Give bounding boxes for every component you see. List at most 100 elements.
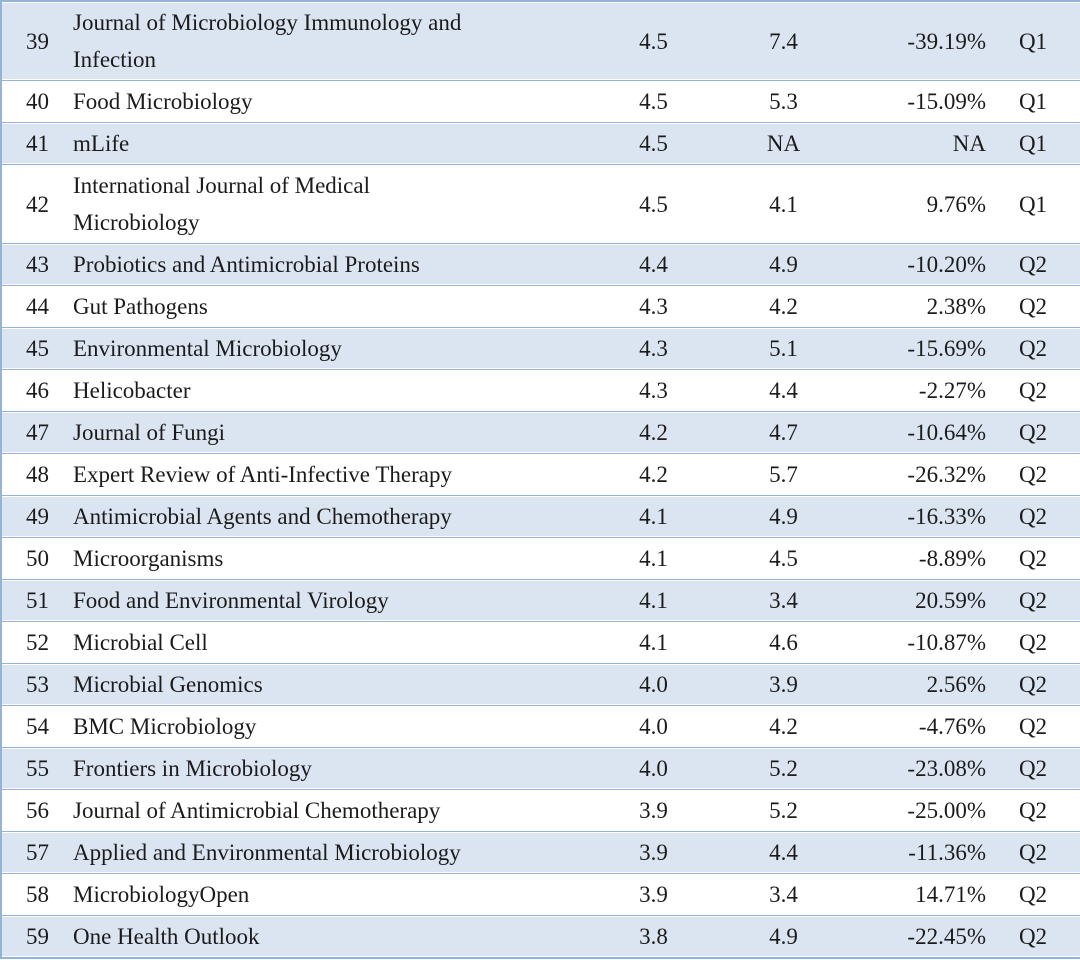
- value2-cell: 4.1: [701, 164, 866, 244]
- quartile-cell: Q2: [986, 873, 1080, 916]
- value1-cell: 4.4: [606, 243, 701, 286]
- table-row: 55 Frontiers in Microbiology 4.0 5.2 -23.08%…: [1, 747, 1080, 790]
- value1-cell: 4.1: [606, 495, 701, 538]
- quartile-cell: Q1: [986, 0, 1080, 81]
- value1-cell: 4.0: [606, 663, 701, 706]
- change-cell: -39.19%: [866, 0, 986, 81]
- value2-cell: 5.7: [701, 453, 866, 496]
- change-cell: -8.89%: [866, 537, 986, 580]
- rank-cell: 51: [1, 579, 73, 622]
- change-cell: -16.33%: [866, 495, 986, 538]
- value1-cell: 4.1: [606, 621, 701, 664]
- change-cell: -25.00%: [866, 789, 986, 832]
- change-cell: -10.20%: [866, 243, 986, 286]
- value1-cell: 4.5: [606, 164, 701, 244]
- change-cell: 14.71%: [866, 873, 986, 916]
- change-cell: -15.09%: [866, 80, 986, 123]
- value2-cell: 4.2: [701, 285, 866, 328]
- table-row: 44 Gut Pathogens 4.3 4.2 2.38% Q2: [1, 285, 1080, 328]
- journal-name-cell: Journal of Microbiology Immunology and I…: [73, 0, 606, 81]
- value2-cell: 4.9: [701, 495, 866, 538]
- change-cell: NA: [866, 122, 986, 165]
- quartile-cell: Q2: [986, 453, 1080, 496]
- value1-cell: 3.9: [606, 789, 701, 832]
- change-cell: -26.32%: [866, 453, 986, 496]
- table-row: 59 One Health Outlook 3.8 4.9 -22.45% Q2: [1, 915, 1080, 959]
- rank-cell: 44: [1, 285, 73, 328]
- rank-cell: 39: [1, 0, 73, 81]
- change-cell: 2.56%: [866, 663, 986, 706]
- quartile-cell: Q2: [986, 747, 1080, 790]
- table-row: 52 Microbial Cell 4.1 4.6 -10.87% Q2: [1, 621, 1080, 664]
- value1-cell: 4.2: [606, 453, 701, 496]
- journal-name-cell: Helicobacter: [73, 369, 606, 412]
- journal-name-cell: Environmental Microbiology: [73, 327, 606, 370]
- table-row: 43 Probiotics and Antimicrobial Proteins 4…: [1, 243, 1080, 286]
- value2-cell: 3.4: [701, 873, 866, 916]
- change-cell: 20.59%: [866, 579, 986, 622]
- quartile-cell: Q2: [986, 663, 1080, 706]
- rank-cell: 58: [1, 873, 73, 916]
- journal-name-cell: BMC Microbiology: [73, 705, 606, 748]
- quartile-cell: Q2: [986, 579, 1080, 622]
- journal-name-cell: Journal of Antimicrobial Chemotherapy: [73, 789, 606, 832]
- quartile-cell: Q2: [986, 621, 1080, 664]
- table-row: 51 Food and Environmental Virology 4.1 3.4 2…: [1, 579, 1080, 622]
- rank-cell: 41: [1, 122, 73, 165]
- value2-cell: 5.2: [701, 747, 866, 790]
- table-row: 46 Helicobacter 4.3 4.4 -2.27% Q2: [1, 369, 1080, 412]
- quartile-cell: Q2: [986, 411, 1080, 454]
- value2-cell: 4.4: [701, 369, 866, 412]
- table-row: 57 Applied and Environmental Microbiology…: [1, 831, 1080, 874]
- value1-cell: 4.2: [606, 411, 701, 454]
- quartile-cell: Q1: [986, 122, 1080, 165]
- rank-cell: 53: [1, 663, 73, 706]
- quartile-cell: Q2: [986, 285, 1080, 328]
- value2-cell: 5.2: [701, 789, 866, 832]
- table-row: 56 Journal of Antimicrobial Chemotherapy 3…: [1, 789, 1080, 832]
- quartile-cell: Q2: [986, 495, 1080, 538]
- value1-cell: 4.5: [606, 122, 701, 165]
- rank-cell: 50: [1, 537, 73, 580]
- quartile-cell: Q2: [986, 369, 1080, 412]
- value1-cell: 4.1: [606, 579, 701, 622]
- value2-cell: 4.5: [701, 537, 866, 580]
- journal-name-cell: Food and Environmental Virology: [73, 579, 606, 622]
- rank-cell: 49: [1, 495, 73, 538]
- rank-cell: 40: [1, 80, 73, 123]
- table-row: 42 International Journal of Medical Micro…: [1, 164, 1080, 244]
- change-cell: -22.45%: [866, 915, 986, 959]
- quartile-cell: Q2: [986, 915, 1080, 959]
- value2-cell: 7.4: [701, 0, 866, 81]
- quartile-cell: Q1: [986, 80, 1080, 123]
- quartile-cell: Q2: [986, 705, 1080, 748]
- table-row: 54 BMC Microbiology 4.0 4.2 -4.76% Q2: [1, 705, 1080, 748]
- value2-cell: 4.4: [701, 831, 866, 874]
- value1-cell: 4.3: [606, 285, 701, 328]
- value2-cell: 4.6: [701, 621, 866, 664]
- change-cell: 9.76%: [866, 164, 986, 244]
- change-cell: -11.36%: [866, 831, 986, 874]
- value2-cell: 5.1: [701, 327, 866, 370]
- value2-cell: 3.4: [701, 579, 866, 622]
- value2-cell: NA: [701, 122, 866, 165]
- quartile-cell: Q2: [986, 831, 1080, 874]
- rank-cell: 56: [1, 789, 73, 832]
- quartile-cell: Q1: [986, 164, 1080, 244]
- journal-name-cell: Applied and Environmental Microbiology: [73, 831, 606, 874]
- table-row: 48 Expert Review of Anti-Infective Therap…: [1, 453, 1080, 496]
- table-row: 50 Microorganisms 4.1 4.5 -8.89% Q2: [1, 537, 1080, 580]
- value2-cell: 3.9: [701, 663, 866, 706]
- value1-cell: 4.5: [606, 0, 701, 81]
- value2-cell: 4.7: [701, 411, 866, 454]
- change-cell: -4.76%: [866, 705, 986, 748]
- change-cell: -10.87%: [866, 621, 986, 664]
- rank-cell: 48: [1, 453, 73, 496]
- journal-name-cell: Gut Pathogens: [73, 285, 606, 328]
- value2-cell: 4.9: [701, 915, 866, 959]
- journal-name-cell: Expert Review of Anti-Infective Therapy: [73, 453, 606, 496]
- table-row: 45 Environmental Microbiology 4.3 5.1 -15.69…: [1, 327, 1080, 370]
- change-cell: 2.38%: [866, 285, 986, 328]
